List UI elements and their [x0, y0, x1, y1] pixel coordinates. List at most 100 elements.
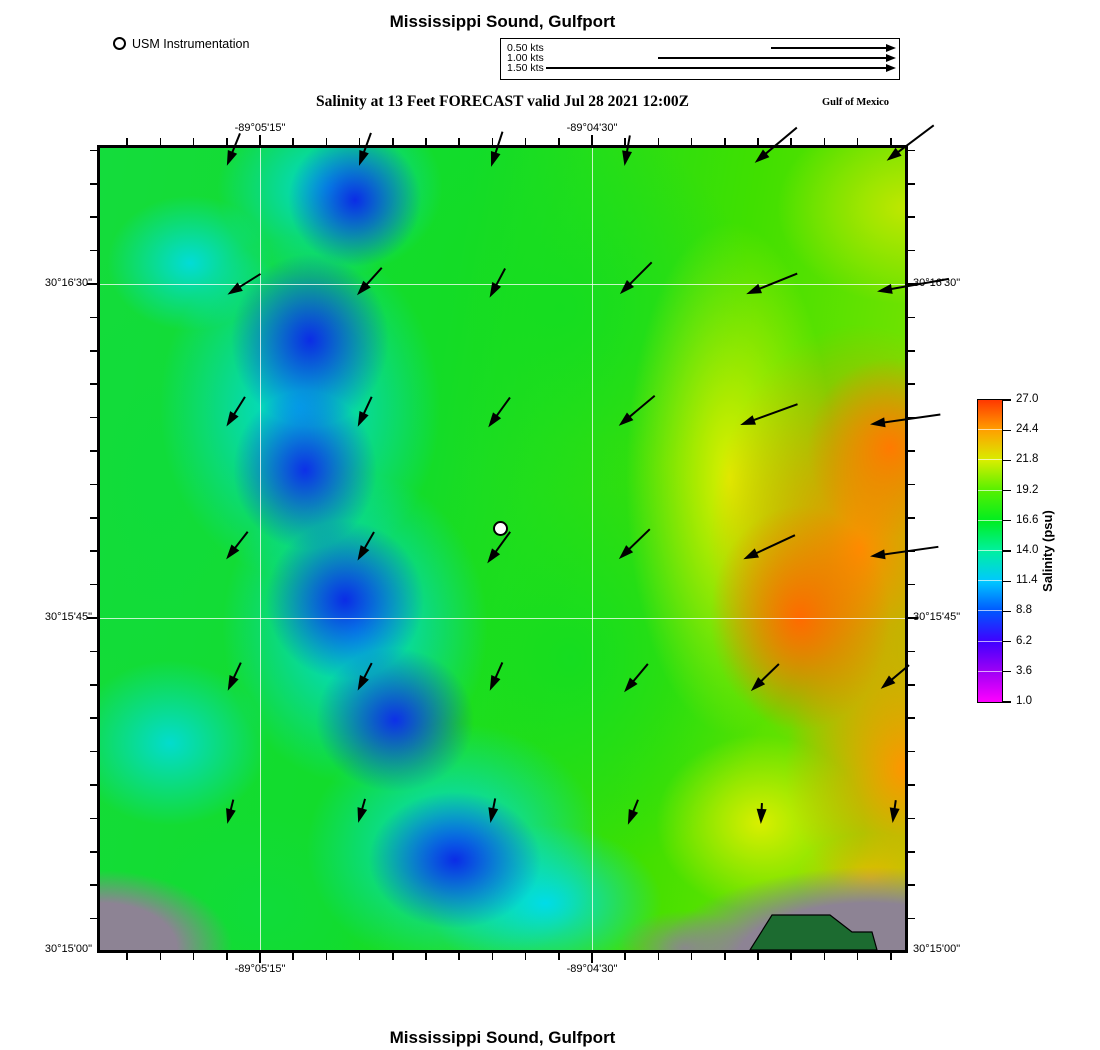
latitude-label-right: 30°15'45"	[913, 611, 961, 623]
right-axis-tick	[908, 517, 915, 519]
forecast-subtitle: Salinity at 13 Feet FORECAST valid Jul 2…	[315, 93, 690, 110]
top-axis-tick	[425, 138, 427, 145]
longitude-label-bottom: -89°04'30"	[566, 963, 618, 975]
colorbar-tick	[1003, 520, 1011, 522]
colorbar-tick-label: 8.8	[1016, 604, 1032, 617]
colorbar-tick	[1003, 671, 1011, 673]
right-axis-tick	[908, 851, 915, 853]
left-axis-tick	[90, 717, 97, 719]
bottom-axis-tick	[591, 953, 593, 963]
colorbar-tick	[1003, 550, 1011, 552]
colorbar-tick	[1003, 610, 1011, 613]
right-axis-tick	[908, 283, 918, 285]
colorbar-tick-label: 16.6	[1016, 513, 1039, 526]
latitude-label-left: 30°15'00"	[44, 943, 92, 955]
map-gridline-vertical	[592, 148, 593, 950]
current-vector-head	[869, 417, 886, 430]
top-axis-tick	[724, 138, 726, 145]
top-axis-tick	[292, 138, 294, 145]
right-axis-tick	[908, 316, 915, 319]
colorbar-gradient	[977, 399, 1002, 702]
current-vector-head	[756, 808, 768, 825]
bottom-axis-tick	[491, 953, 494, 960]
left-axis-tick	[90, 517, 97, 519]
colorbar-gridline	[977, 519, 1002, 521]
colorbar-tick	[1003, 399, 1011, 401]
bottom-axis-tick	[292, 953, 294, 960]
bottom-axis-tick	[657, 953, 660, 960]
colorbar-gridline	[977, 550, 1002, 551]
current-speed-legend: 0.50 kts 1.00 kts 1.50 kts	[500, 38, 900, 80]
current-vector-head	[869, 549, 886, 562]
bottom-axis-tick	[558, 953, 560, 960]
top-axis-tick	[890, 138, 892, 145]
top-axis-tick	[392, 138, 394, 145]
right-axis-tick	[908, 784, 915, 786]
left-axis-tick	[90, 383, 97, 385]
right-axis-tick	[908, 416, 915, 419]
colorbar-title: Salinity (psu)	[1040, 510, 1055, 592]
left-axis-tick	[90, 784, 97, 786]
bottom-axis-tick	[392, 953, 394, 960]
right-axis-tick	[908, 350, 915, 352]
right-axis-tick	[908, 884, 915, 886]
region-label: Gulf of Mexico	[821, 97, 890, 108]
top-axis-tick	[624, 138, 626, 145]
longitude-label-top: -89°05'15"	[234, 122, 286, 134]
right-axis-tick	[908, 216, 915, 218]
colorbar	[976, 398, 1003, 703]
bottom-axis-tick	[856, 953, 859, 960]
speed-legend-arrowhead	[886, 53, 896, 62]
footer-title: Mississippi Sound, Gulfport	[389, 1028, 616, 1047]
colorbar-tick	[1003, 459, 1011, 462]
colorbar-gridline	[977, 580, 1002, 582]
map-frame	[97, 124, 950, 953]
latitude-label-left: 30°16'30"	[44, 277, 92, 289]
right-axis-tick	[908, 149, 915, 152]
colorbar-tick-label: 19.2	[1016, 483, 1039, 496]
colorbar-gridline	[977, 489, 1002, 491]
current-vector-tail	[896, 124, 935, 154]
speed-legend-line	[658, 57, 886, 59]
colorbar-tick-label: 3.6	[1016, 664, 1032, 677]
colorbar-tick-label: 24.4	[1016, 423, 1039, 436]
colorbar-gridline	[977, 429, 1002, 431]
top-axis-tick	[856, 138, 859, 145]
colorbar-gridline	[977, 670, 1002, 672]
colorbar-tick	[1003, 701, 1011, 703]
station-legend-label: USM Instrumentation	[132, 37, 250, 51]
colorbar-tick-label: 6.2	[1016, 634, 1032, 647]
left-axis-tick	[87, 283, 97, 285]
bottom-axis-tick	[159, 953, 162, 960]
left-axis-tick	[90, 416, 97, 419]
right-axis-tick	[908, 717, 915, 719]
colorbar-tick	[1003, 429, 1011, 431]
map-gridline-horizontal	[100, 284, 905, 285]
colorbar-gridline	[977, 610, 1002, 612]
left-axis-tick	[90, 817, 97, 820]
left-axis-tick	[90, 583, 97, 586]
speed-legend-arrowhead	[886, 63, 896, 72]
right-axis-tick	[908, 249, 915, 252]
right-axis-tick	[908, 650, 915, 653]
left-axis-tick	[90, 216, 97, 218]
colorbar-tick-label: 21.8	[1016, 453, 1039, 466]
left-axis-tick	[87, 617, 97, 619]
latitude-label-left: 30°15'45"	[44, 611, 92, 623]
colorbar-tick	[1003, 489, 1011, 492]
right-axis-tick	[908, 617, 918, 619]
right-axis-tick	[908, 183, 915, 185]
bottom-axis-tick	[226, 953, 228, 960]
left-axis-tick	[90, 750, 97, 753]
left-axis-tick	[90, 316, 97, 319]
speed-legend-label: 1.50 kts	[507, 62, 544, 74]
colorbar-gridline	[977, 640, 1002, 642]
left-axis-tick	[90, 183, 97, 185]
right-axis-tick	[908, 917, 915, 920]
speed-legend-label: 1.00 kts	[507, 52, 544, 64]
bottom-axis-tick	[425, 953, 427, 960]
speed-legend-line	[771, 47, 886, 49]
top-axis-tick	[491, 138, 494, 145]
left-axis-tick	[90, 350, 97, 352]
right-axis-tick	[908, 750, 915, 753]
